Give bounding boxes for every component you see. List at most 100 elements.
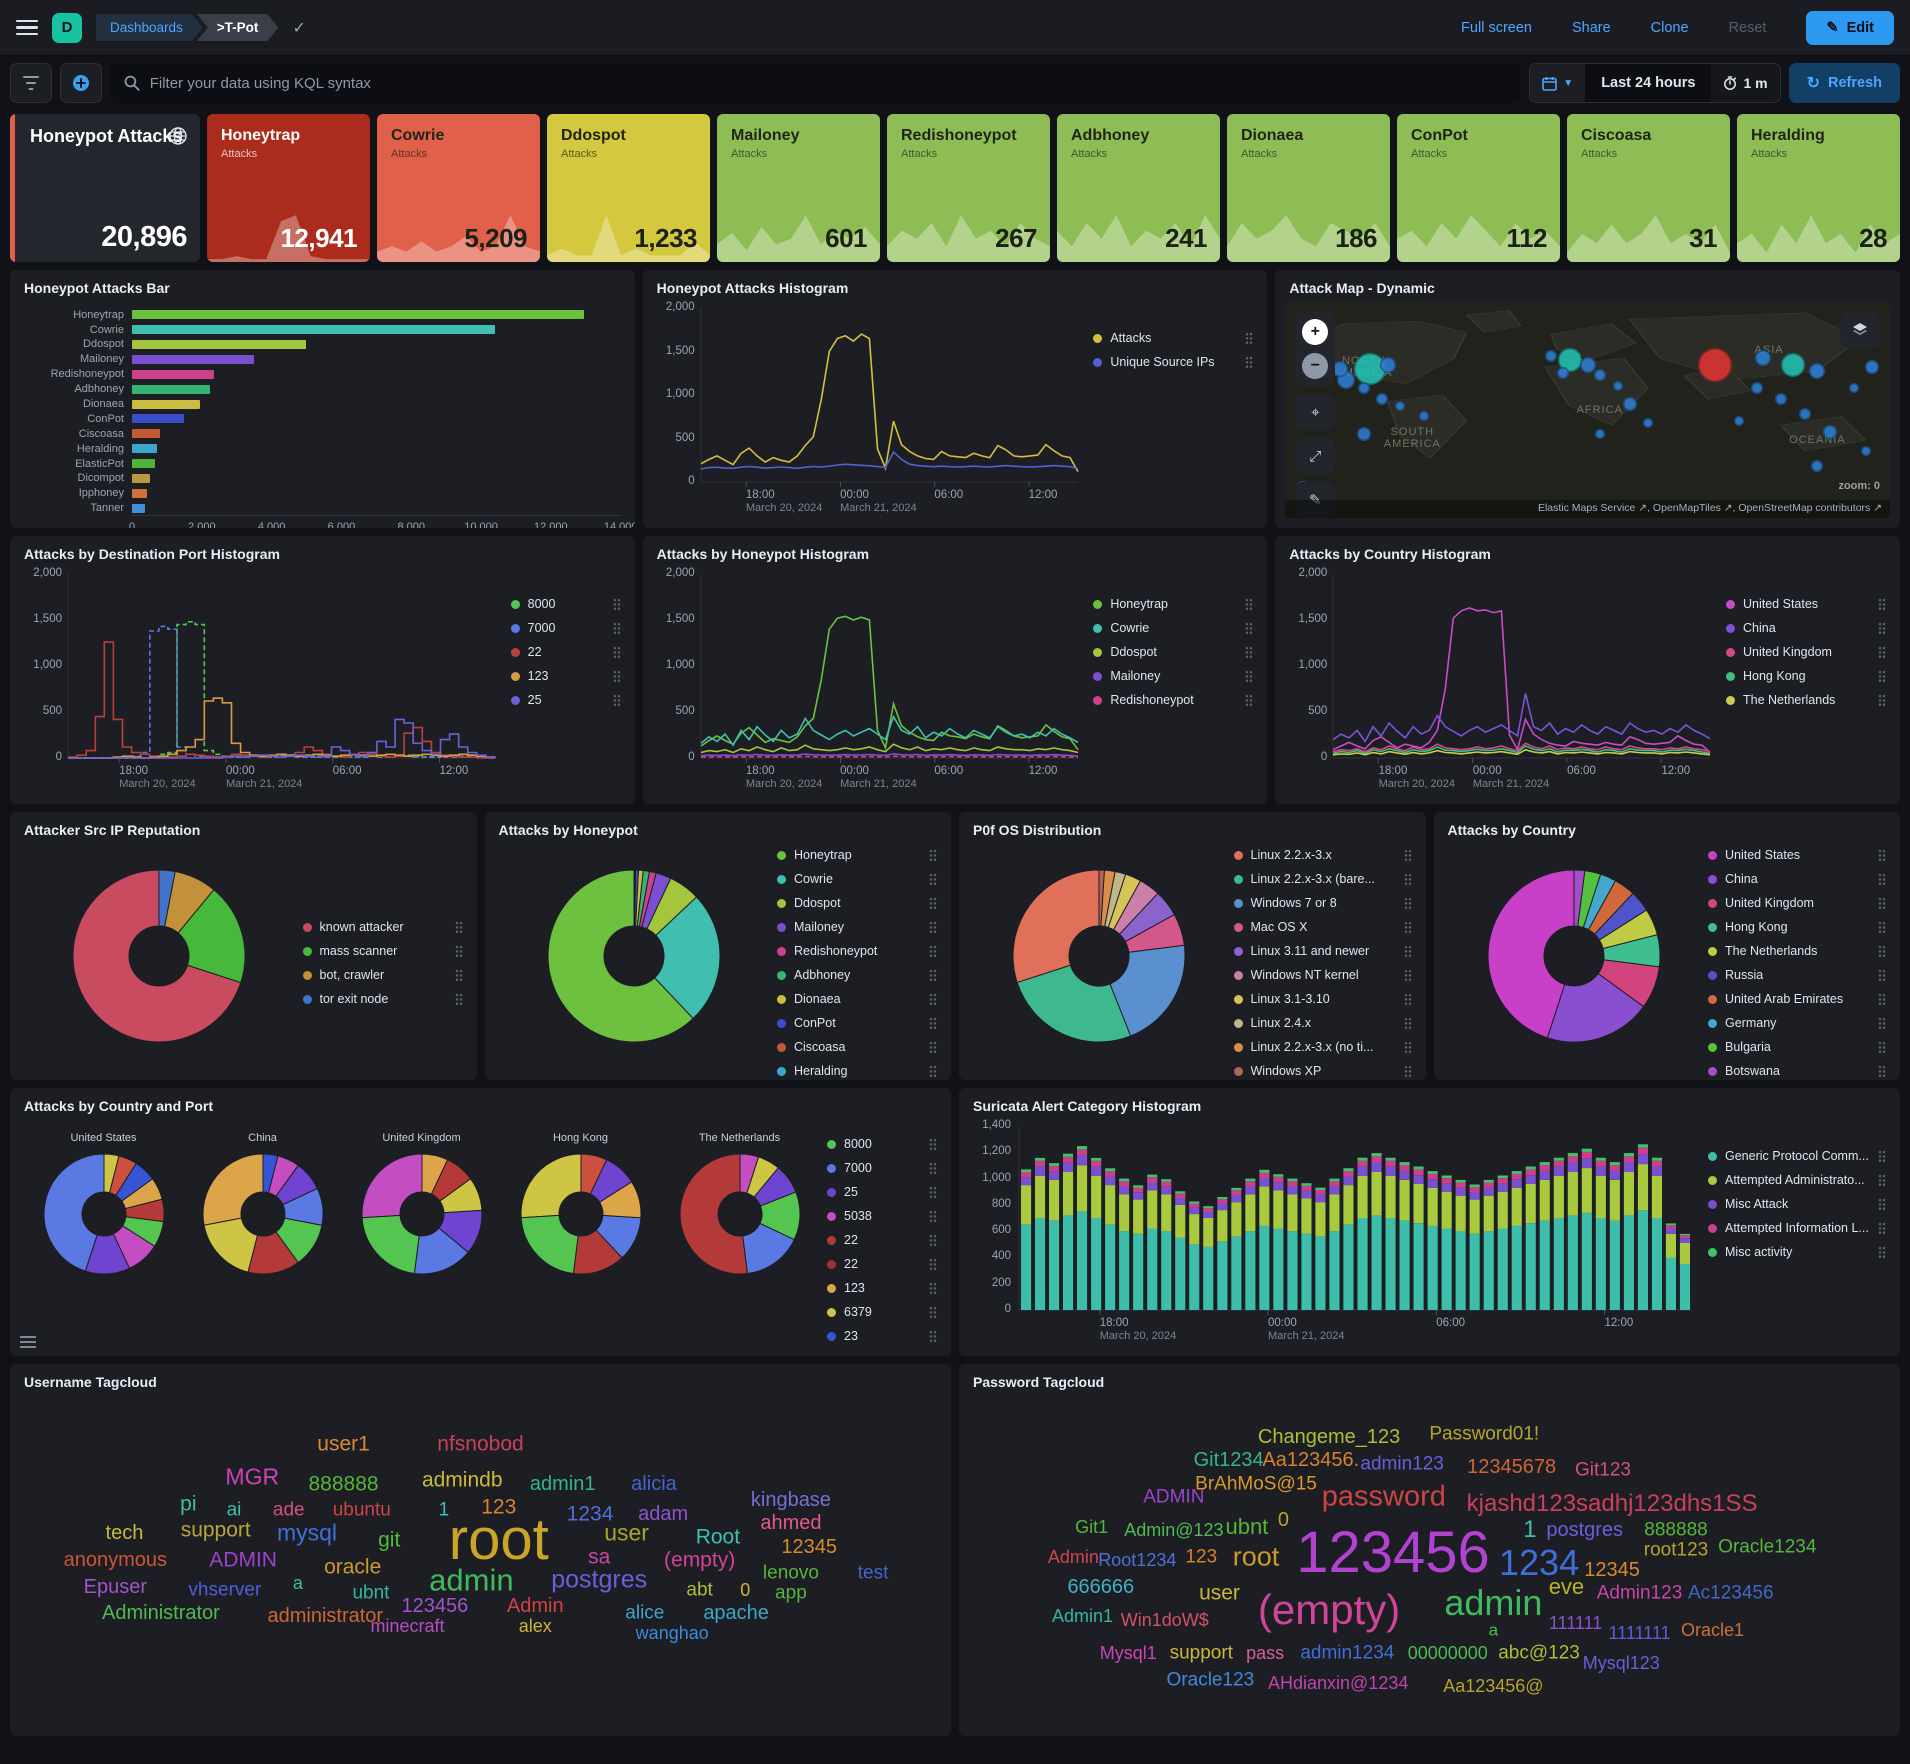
tag-word[interactable]: 111111 <box>1548 1613 1603 1634</box>
tag-word[interactable]: ade <box>272 1499 305 1521</box>
pie-slice-windows-7-or-8[interactable] <box>1109 944 1186 1037</box>
stacked-bar-segment[interactable] <box>1273 1174 1284 1177</box>
tag-word[interactable]: Epuser <box>83 1575 147 1598</box>
metric-tile-cowrie[interactable]: Cowrie Attacks 5,209 <box>377 114 540 262</box>
stacked-bar-segment[interactable] <box>1609 1179 1620 1221</box>
stacked-bar-segment[interactable] <box>1091 1175 1102 1218</box>
date-picker-button[interactable]: ▼ <box>1530 64 1586 102</box>
tag-word[interactable]: 00000000 <box>1407 1642 1488 1663</box>
stacked-bar-segment[interactable] <box>1203 1212 1214 1218</box>
legend-item-united-states[interactable]: United States <box>1708 843 1886 867</box>
stacked-bar-segment[interactable] <box>1595 1166 1606 1176</box>
stacked-bar-segment[interactable] <box>1077 1155 1088 1166</box>
legend-item-7000[interactable]: 7000 <box>510 616 621 640</box>
stacked-bar-segment[interactable] <box>1315 1236 1326 1310</box>
tag-word[interactable]: test <box>857 1562 889 1584</box>
map-attack-bubble[interactable] <box>1848 383 1859 394</box>
tag-word[interactable]: 666666 <box>1067 1575 1135 1598</box>
stacked-bar-segment[interactable] <box>1049 1165 1060 1172</box>
map-attack-bubble[interactable] <box>1557 367 1570 380</box>
tag-word[interactable]: ahmed <box>760 1512 822 1535</box>
stacked-bar-segment[interactable] <box>1077 1211 1088 1310</box>
metric-tile-ddospot[interactable]: Ddospot Attacks 1,233 <box>547 114 710 262</box>
drag-handle-icon[interactable] <box>929 1282 937 1294</box>
stacked-bar-segment[interactable] <box>1469 1199 1480 1234</box>
stacked-bar-segment[interactable] <box>1203 1206 1214 1209</box>
drag-handle-icon[interactable] <box>1245 622 1254 634</box>
stacked-bar-segment[interactable] <box>1623 1153 1634 1157</box>
legend-item-mailoney[interactable]: Mailoney <box>1093 664 1254 688</box>
stacked-bar-segment[interactable] <box>1245 1186 1256 1195</box>
pie-slice-123[interactable] <box>421 1153 448 1195</box>
tag-word[interactable]: user1 <box>317 1432 370 1456</box>
tag-word[interactable]: nfsnobod <box>437 1432 524 1456</box>
stacked-bar-segment[interactable] <box>1245 1194 1256 1232</box>
stacked-bar-segment[interactable] <box>1469 1187 1480 1192</box>
legend-item-dionaea[interactable]: Dionaea <box>777 987 937 1011</box>
tag-word[interactable]: 1234 <box>566 1502 614 1526</box>
stacked-bar-segment[interactable] <box>1105 1168 1116 1172</box>
tag-word[interactable]: Git123 <box>1574 1459 1631 1481</box>
stacked-bar-segment[interactable] <box>1035 1218 1046 1310</box>
stacked-bar-segment[interactable] <box>1623 1172 1634 1216</box>
stacked-bar-segment[interactable] <box>1679 1243 1690 1264</box>
stacked-bar-segment[interactable] <box>1077 1149 1088 1156</box>
stacked-bar-segment[interactable] <box>1175 1237 1186 1310</box>
stacked-bar-segment[interactable] <box>1329 1186 1340 1195</box>
stacked-bar-segment[interactable] <box>1301 1190 1312 1199</box>
legend-item-windows-7-or-8[interactable]: Windows 7 or 8 <box>1233 891 1412 915</box>
stacked-bar-segment[interactable] <box>1483 1187 1494 1196</box>
tag-word[interactable]: Root <box>695 1525 741 1549</box>
map-attack-bubble[interactable] <box>1750 382 1763 395</box>
tag-word[interactable]: eve <box>1548 1573 1585 1599</box>
tag-word[interactable]: user <box>1199 1581 1240 1605</box>
edit-button[interactable]: ✎ Edit <box>1806 10 1894 45</box>
stacked-bar-segment[interactable] <box>1035 1166 1046 1176</box>
stacked-bar-segment[interactable] <box>1287 1178 1298 1182</box>
map-attack-bubble[interactable] <box>1545 350 1558 362</box>
stacked-bar-segment[interactable] <box>1665 1223 1676 1226</box>
stacked-bar-segment[interactable] <box>1539 1220 1550 1310</box>
legend-item-germany[interactable]: Germany <box>1708 1011 1886 1035</box>
map-attack-bubble[interactable] <box>1860 446 1871 457</box>
series-united-kingdom[interactable] <box>1333 742 1711 753</box>
legend-item-linux-3-1-3-10[interactable]: Linux 3.1-3.10 <box>1233 987 1412 1011</box>
stacked-bar-segment[interactable] <box>1511 1173 1522 1180</box>
map-attack-bubble[interactable] <box>1811 460 1824 473</box>
drag-handle-icon[interactable] <box>1403 969 1412 981</box>
tag-word[interactable]: git <box>378 1528 401 1552</box>
tag-word[interactable]: ubuntu <box>332 1499 391 1521</box>
legend-item-attempted-administrato-[interactable]: Attempted Administrato... <box>1708 1168 1886 1192</box>
legend-item-123[interactable]: 123 <box>827 1276 937 1300</box>
attack-map[interactable]: + − ⌖ ⤢ ✎ zoom: 0 Elastic Maps Service ↗… <box>1285 302 1890 518</box>
tag-word[interactable]: Admin@123 <box>1124 1520 1224 1541</box>
stacked-bar-segment[interactable] <box>1539 1165 1550 1171</box>
legend-item-mass-scanner[interactable]: mass scanner <box>302 939 463 963</box>
tag-word[interactable]: vhserver <box>188 1579 262 1601</box>
tag-word[interactable]: 1111111 <box>1608 1623 1671 1644</box>
metric-tile-mailoney[interactable]: Mailoney Attacks 601 <box>717 114 880 262</box>
legend-item-mac-os-x[interactable]: Mac OS X <box>1233 915 1412 939</box>
stacked-bar-segment[interactable] <box>1679 1264 1690 1310</box>
drag-handle-icon[interactable] <box>929 1138 937 1150</box>
map-attack-bubble[interactable] <box>1755 350 1772 367</box>
map-attack-bubble[interactable] <box>1593 369 1606 382</box>
legend-item-windows-nt-kernel[interactable]: Windows NT kernel <box>1233 963 1412 987</box>
map-attack-bubble[interactable] <box>1781 352 1806 377</box>
pie-slice-7000[interactable] <box>43 1153 104 1272</box>
legend-item-linux-2-4-x[interactable]: Linux 2.4.x <box>1233 1011 1412 1035</box>
stacked-bar-segment[interactable] <box>1553 1166 1564 1176</box>
series-hong-kong[interactable] <box>1333 745 1711 755</box>
drag-handle-icon[interactable] <box>1403 1065 1412 1077</box>
tag-word[interactable]: administrator <box>267 1605 384 1628</box>
legend-item-ciscoasa[interactable]: Ciscoasa <box>777 1035 937 1059</box>
tag-word[interactable]: Git1 <box>1075 1516 1109 1537</box>
stacked-bar-segment[interactable] <box>1287 1186 1298 1195</box>
drag-handle-icon[interactable] <box>929 1162 937 1174</box>
stacked-bar-segment[interactable] <box>1567 1215 1578 1310</box>
legend-item-known-attacker[interactable]: known attacker <box>302 915 463 939</box>
drag-handle-icon[interactable] <box>929 1186 937 1198</box>
stacked-bar-segment[interactable] <box>1371 1162 1382 1173</box>
tag-word[interactable]: 1 <box>1523 1516 1537 1544</box>
stacked-bar-segment[interactable] <box>1441 1175 1452 1179</box>
